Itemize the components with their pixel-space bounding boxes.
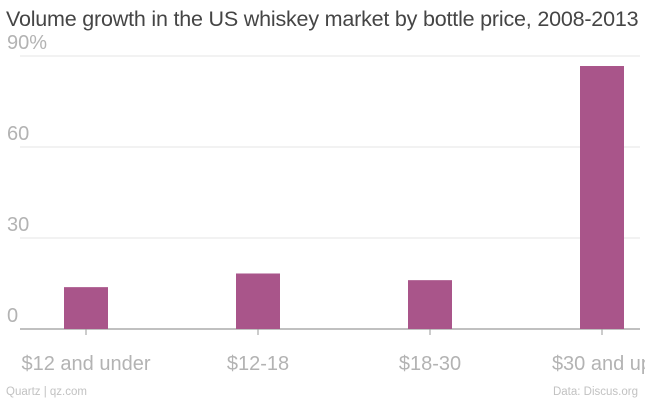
bar [408,280,452,329]
bars [64,66,624,329]
x-tick-label: $30 and up [552,353,645,375]
x-tick-label: $18-30 [399,353,461,375]
y-tick-labels: 0 30 60 90% [7,32,47,327]
footer-source: Data: Discus.org [552,386,638,398]
x-tick-label: $12 and under [21,353,150,375]
x-tick-label: $12-18 [227,353,289,375]
y-tick-label: 0 [7,305,18,327]
y-tick-label: 60 [7,123,29,145]
chart-title: Volume growth in the US whiskey market b… [6,7,639,31]
footer-credit: Quartz | qz.com [6,386,87,398]
bar [236,273,280,329]
bar [580,66,624,329]
grid-lines [20,55,640,330]
y-tick-label: 30 [7,214,29,236]
bar [64,287,108,329]
x-tick-labels: $12 and under $12-18 $18-30 $30 and up [21,329,645,375]
y-tick-label: 90% [7,32,47,54]
